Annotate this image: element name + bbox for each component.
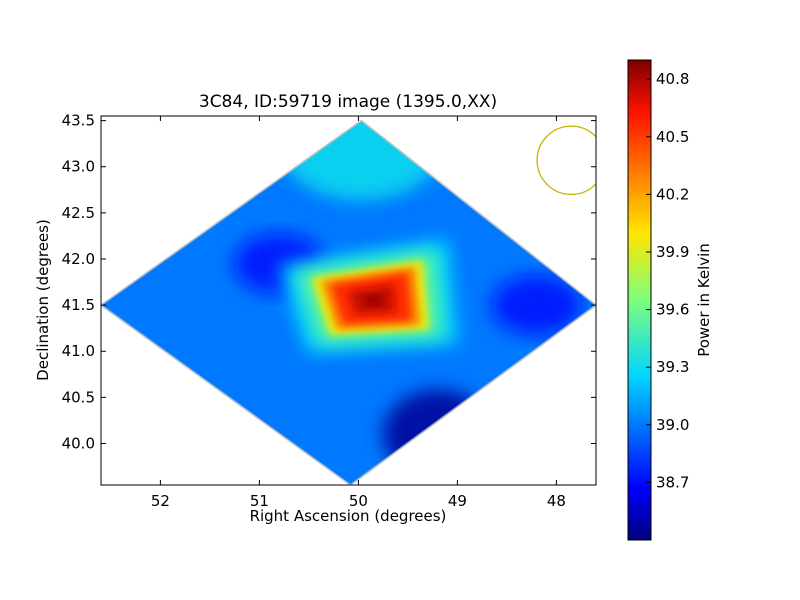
- colorbar-tick-label: 39.6: [656, 301, 689, 319]
- x-tick-label: 49: [448, 492, 467, 510]
- y-tick-label: 43.5: [62, 112, 95, 130]
- y-tick-label: 40.5: [62, 388, 95, 406]
- y-tick-label: 40.0: [62, 434, 95, 452]
- colorbar-tick-label: 38.7: [656, 473, 689, 491]
- colorbar-tick-label: 39.3: [656, 358, 689, 376]
- colorbar-tick-label: 40.5: [656, 128, 689, 146]
- x-tick-label: 51: [250, 492, 269, 510]
- y-axis-label: Declination (degrees): [34, 219, 52, 381]
- plot-area: [101, 116, 596, 485]
- y-axis: 40.0 40.5 41.0 41.5 42.0 42.5 43.0 43.5: [62, 112, 596, 452]
- heatmap-top-region: [271, 120, 452, 201]
- y-tick-label: 43.0: [62, 158, 95, 176]
- heatmap-hotspot-level: [363, 294, 383, 307]
- x-tick-label: 52: [151, 492, 170, 510]
- chart-title: 3C84, ID:59719 image (1395.0,XX): [199, 92, 497, 112]
- footprint-outline: [101, 119, 596, 485]
- y-tick-label: 42.5: [62, 204, 95, 222]
- colorbar-tick-label: 40.2: [656, 185, 689, 203]
- x-tick-label: 50: [349, 492, 368, 510]
- x-axis: 52 51 50 49 48: [151, 116, 566, 510]
- colorbar-ticks: 38.7 39.0 39.3 39.6 39.9 40.2 40.5 40.8: [646, 70, 689, 491]
- colorbar-tick-label: 40.8: [656, 70, 689, 88]
- x-tick-label: 48: [547, 492, 566, 510]
- colorbar-tick-label: 39.0: [656, 416, 689, 434]
- x-axis-label: Right Ascension (degrees): [250, 507, 447, 525]
- colorbar-label: Power in Kelvin: [695, 243, 713, 357]
- heatmap-cold-spot: [491, 275, 582, 336]
- colorbar-tick-label: 39.9: [656, 243, 689, 261]
- y-tick-label: 41.5: [62, 296, 95, 314]
- beam-circle: [536, 125, 596, 196]
- plot-frame: [100, 115, 597, 486]
- y-tick-label: 42.0: [62, 250, 95, 268]
- y-tick-label: 41.0: [62, 342, 95, 360]
- colorbar: 38.7 39.0 39.3 39.6 39.9 40.2 40.5 40.8 Power i…: [627, 59, 713, 541]
- colorbar-gradient: [627, 59, 652, 541]
